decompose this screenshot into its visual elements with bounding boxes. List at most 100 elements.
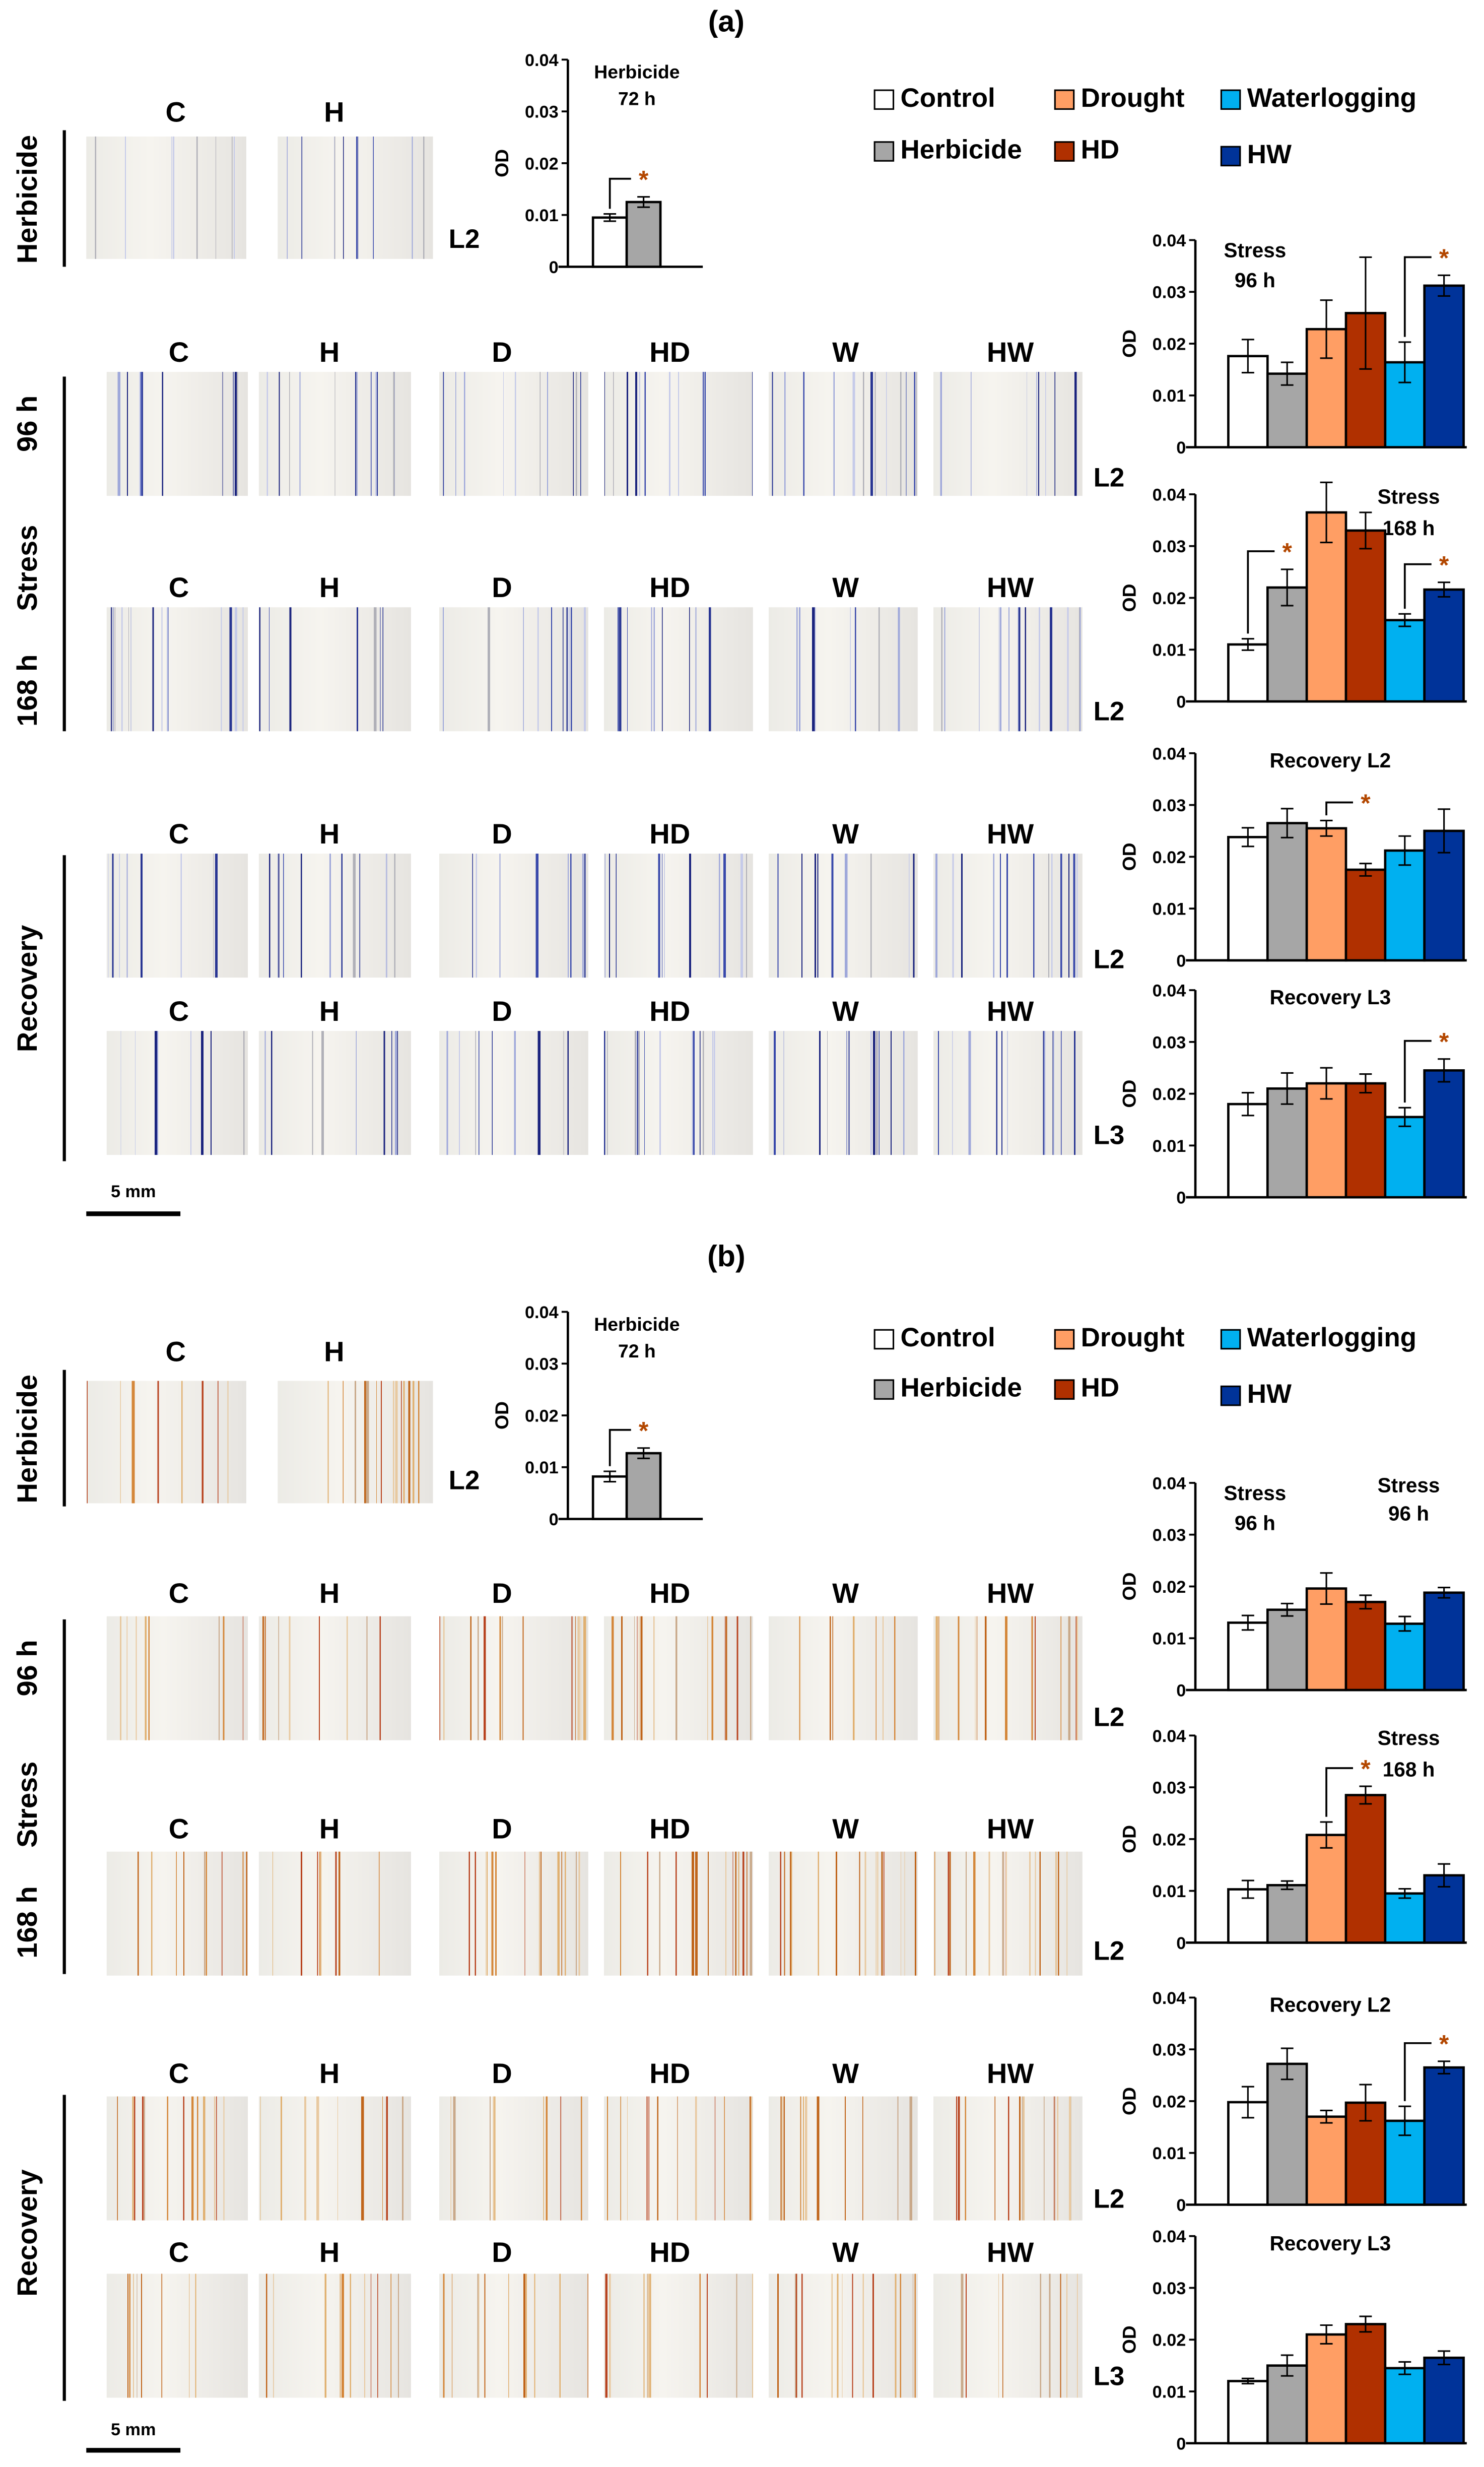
side-label-stress: 168 h — [12, 1886, 43, 1959]
chart-title: Recovery L3 — [1269, 2232, 1391, 2255]
legend-item: HD — [1054, 135, 1119, 166]
micrograph-strip — [86, 136, 246, 259]
micrograph-strip — [439, 1616, 588, 1740]
micrograph-strip — [933, 1851, 1083, 1976]
micrograph-strip — [603, 372, 753, 496]
side-bracket-line — [62, 1370, 66, 1507]
scale-bar-label: 5 mm — [110, 2421, 156, 2440]
y-tick-label: 0.01 — [1153, 386, 1186, 406]
bar-chart: 0 0.01 0.02 0.03 0.04 OD * Recovery L2 — [1119, 744, 1467, 970]
chart-title: 72 h — [618, 1340, 656, 1361]
side-label-stress: Stress — [12, 525, 43, 612]
significance-bracket — [1403, 2042, 1432, 2101]
bar-chart: 0 0.01 0.02 0.03 0.04 OD Stress 96 h Stress 96 h — [1119, 1474, 1467, 1700]
legend-item: Control — [873, 83, 995, 114]
y-tick-label: 0.04 — [1153, 485, 1186, 504]
y-tick-label: 0.01 — [1153, 2144, 1186, 2163]
y-axis-label: OD — [1119, 583, 1140, 612]
leaf-label: L2 — [1093, 696, 1125, 727]
column-label: HW — [986, 818, 1034, 850]
column-label: W — [832, 572, 859, 604]
legend-label: Waterlogging — [1247, 83, 1417, 113]
y-tick-label: 0.04 — [1153, 2227, 1186, 2246]
significance-star: * — [1439, 2030, 1449, 2058]
column-label: C — [165, 1336, 186, 1368]
bar-chart: 0 0.01 0.02 0.03 0.04 OD Recovery L3 — [1119, 2227, 1467, 2453]
column-label: HW — [986, 2237, 1034, 2268]
y-tick-label: 0.01 — [1153, 641, 1186, 660]
column-label: D — [492, 2237, 512, 2268]
y-axis-label: OD — [1119, 1825, 1140, 1853]
legend-item: Herbicide — [873, 135, 1022, 166]
column-label: H — [319, 336, 340, 368]
legend-label: Control — [900, 83, 995, 113]
y-tick-label: 0.02 — [1153, 2092, 1186, 2111]
y-tick-label: 0.04 — [1153, 744, 1186, 763]
bar-control — [1227, 643, 1269, 703]
column-label: HD — [649, 1578, 691, 1609]
y-tick-label: 0.03 — [1153, 537, 1186, 556]
bar-chart: 0 0.01 0.02 0.03 0.04 OD * Stress 168 h — [1119, 1726, 1467, 1953]
bar-chart: 0 0.01 0.02 0.03 0.04 OD * Recovery L3 — [1119, 982, 1467, 1208]
y-tick-label: 0.02 — [525, 154, 559, 173]
legend-swatch — [1220, 88, 1241, 109]
bar-chart: 0 0.01 0.02 0.03 0.04 OD * Recovery L2 — [1119, 1989, 1467, 2215]
micrograph-strip — [933, 2096, 1083, 2221]
micrograph-strip — [106, 2274, 248, 2398]
micrograph-strip — [278, 136, 433, 259]
legend-swatch — [873, 1378, 895, 1399]
bar-hw — [1423, 2066, 1465, 2206]
y-tick-label: 0.01 — [1153, 1137, 1186, 1156]
significance-star: * — [1439, 551, 1449, 579]
micrograph-strip — [603, 1616, 753, 1740]
bar-hd — [1344, 1082, 1387, 1199]
chart-title: Stress — [1378, 485, 1440, 508]
column-label: D — [492, 1813, 512, 1845]
scale-bar — [86, 2448, 181, 2453]
side-label-herbicide: Herbicide — [12, 1374, 43, 1504]
leaf-label: L2 — [1093, 1702, 1125, 1733]
y-tick-label: 0.04 — [1153, 1474, 1186, 1493]
y-tick-label: 0.03 — [1153, 796, 1186, 815]
chart-title-secondary: 96 h — [1388, 1502, 1429, 1525]
legend-swatch — [1054, 1328, 1075, 1349]
significance-bracket — [1325, 1767, 1353, 1817]
column-label: HW — [986, 336, 1034, 368]
micrograph-strip — [258, 2096, 411, 2221]
bar-hw — [1423, 1069, 1465, 1199]
bar-hd — [1344, 2323, 1387, 2445]
y-tick-label: 0.02 — [525, 1406, 559, 1425]
y-axis-label: OD — [1119, 330, 1140, 358]
micrograph-strip — [933, 854, 1083, 978]
scale-bar-label: 5 mm — [110, 1183, 156, 1202]
panel-label: (a) — [708, 6, 745, 39]
micrograph-strip — [933, 1616, 1083, 1740]
column-label: HW — [986, 995, 1034, 1027]
chart-title: Stress — [1224, 239, 1286, 262]
bar-drought — [1305, 1587, 1347, 1692]
bar-hd — [1344, 1794, 1387, 1944]
y-axis-label: OD — [1119, 1572, 1140, 1600]
side-bracket-line — [62, 130, 66, 267]
bar-control — [1227, 835, 1269, 962]
column-label: W — [832, 995, 859, 1027]
column-label: C — [168, 995, 189, 1027]
leaf-label: L2 — [1093, 2184, 1125, 2215]
column-label: H — [319, 572, 340, 604]
micrograph-strip — [603, 854, 753, 978]
column-label: W — [832, 1813, 859, 1845]
leaf-label: L3 — [1093, 1120, 1125, 1150]
side-label-stress: 96 h — [12, 1640, 43, 1697]
legend-swatch — [1054, 1378, 1075, 1399]
column-label: HD — [649, 2058, 691, 2090]
micrograph-strip — [439, 372, 588, 496]
column-label: D — [492, 818, 512, 850]
legend-item: Waterlogging — [1220, 83, 1417, 114]
column-label: C — [168, 336, 189, 368]
legend-swatch — [873, 88, 895, 109]
y-tick-label: 0.04 — [1153, 231, 1186, 250]
legend-label: Herbicide — [900, 135, 1022, 165]
micrograph-strip — [106, 607, 248, 732]
y-tick-label: 0.04 — [1153, 1989, 1186, 2008]
column-label: HW — [986, 1813, 1034, 1845]
